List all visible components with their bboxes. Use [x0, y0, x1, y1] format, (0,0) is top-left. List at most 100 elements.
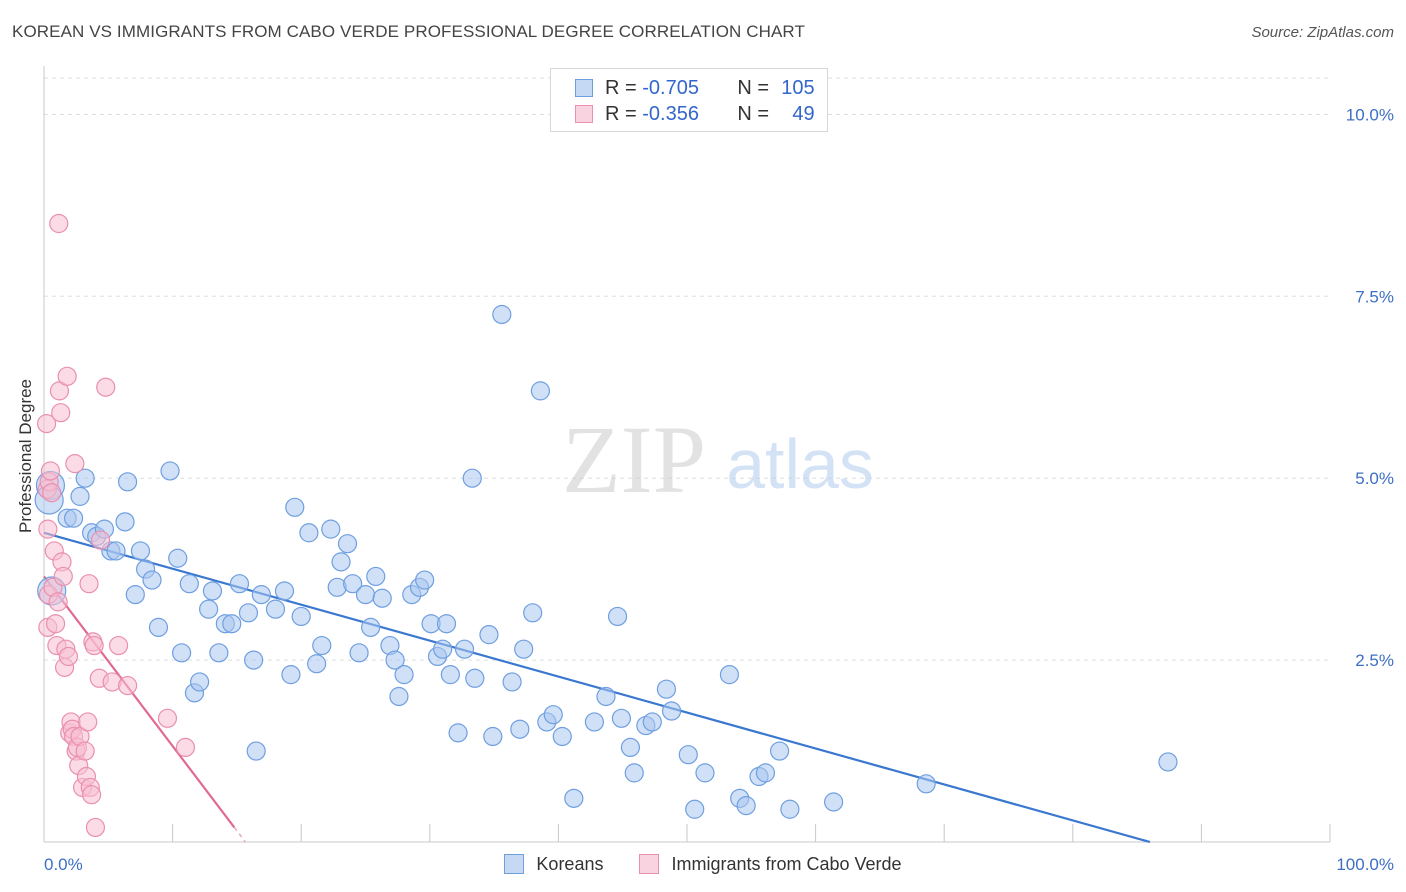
korean-point: [63, 508, 84, 528]
watermark-atlas: atlas: [726, 425, 874, 503]
r-label: R =: [605, 102, 637, 125]
legend-row-cabo-verde: R = -0.356 N = 49: [575, 102, 815, 126]
korean-point: [678, 745, 698, 765]
korean-point: [168, 548, 188, 568]
korean-point: [199, 599, 219, 619]
cabo-verde-point: [57, 366, 77, 386]
n-label: N =: [737, 76, 770, 99]
korean-point: [70, 486, 90, 506]
korean-point: [130, 541, 151, 561]
bottom-legend: Koreans Immigrants from Cabo Verde: [0, 852, 1406, 876]
korean-point: [415, 570, 435, 590]
korean-point: [514, 639, 534, 659]
korean-point: [394, 665, 414, 685]
cabo-verde-point: [36, 414, 57, 434]
korean-point: [1158, 752, 1178, 772]
korean-point: [246, 741, 266, 761]
korean-point: [222, 614, 242, 634]
korean-point: [321, 519, 341, 539]
cabo-verde-point: [79, 574, 99, 594]
n-label: N =: [737, 102, 770, 125]
y-tick-label: 2.5%: [1355, 651, 1394, 670]
korean-point: [337, 534, 358, 554]
korean-point: [462, 468, 482, 488]
korean-point: [244, 650, 264, 670]
legend-row-koreans: R = -0.705 N = 105: [575, 76, 815, 100]
korean-point: [780, 799, 800, 819]
korean-point: [656, 679, 677, 699]
korean-point: [685, 799, 705, 819]
cabo-verde-label: Immigrants from Cabo Verde: [671, 853, 902, 874]
korean-point: [307, 654, 327, 674]
cabo-verde-point: [53, 566, 73, 587]
korean-point: [454, 639, 475, 659]
korean-point: [436, 614, 457, 634]
cabo-verde-point: [65, 454, 85, 474]
korean-point: [642, 712, 662, 732]
korean-point: [331, 552, 351, 572]
korean-point: [209, 643, 229, 663]
cabo-verde-point: [45, 614, 66, 634]
x-tick-label-min: 0.0%: [44, 855, 83, 874]
korean-point: [596, 686, 616, 707]
cabo-verde-points: [36, 213, 196, 838]
korean-point: [719, 665, 740, 685]
korean-point: [502, 672, 522, 692]
cabo-verde-point: [40, 461, 61, 481]
korean-point: [229, 574, 250, 594]
korean-point: [465, 668, 485, 688]
korean-point: [281, 665, 301, 685]
korean-point: [349, 643, 369, 663]
cabo-verde-point: [49, 213, 69, 234]
n-value: 105: [781, 76, 815, 99]
cabo-verde-point: [157, 708, 178, 728]
korean-point: [695, 763, 715, 783]
cabo-verde-point: [78, 712, 98, 732]
korean-point: [584, 712, 605, 732]
koreans-points: [34, 304, 1178, 819]
korean-point: [440, 665, 460, 685]
watermark-zip: ZIP: [562, 406, 706, 513]
cabo-verde-swatch: [639, 854, 660, 874]
korean-point: [611, 708, 632, 728]
source-label: Source: ZipAtlas.com: [1251, 24, 1394, 41]
y-tick-label: 10.0%: [1346, 105, 1394, 124]
korean-point: [523, 603, 543, 623]
korean-point: [142, 570, 162, 590]
korean-point: [202, 581, 223, 601]
correlation-legend: R = -0.705 N = 105 R = -0.356 N = 49: [550, 68, 828, 132]
cabo-verde-swatch: [575, 105, 593, 123]
korean-point: [492, 304, 512, 325]
cabo-verde-point: [90, 530, 111, 550]
cabo-verde-point: [42, 483, 62, 503]
korean-point: [483, 726, 503, 747]
x-tick-label-max: 100.0%: [1336, 855, 1394, 874]
korean-point: [148, 617, 169, 637]
korean-point: [769, 741, 790, 761]
cabo-verde-point: [96, 377, 116, 397]
korean-point: [265, 599, 286, 619]
grid-lines: [44, 77, 1330, 661]
korean-point: [274, 581, 295, 601]
cabo-verde-trendline-extension: [233, 826, 246, 843]
r-value: -0.356: [642, 102, 699, 125]
korean-point: [620, 737, 641, 758]
korean-point: [238, 603, 259, 623]
korean-point: [251, 585, 271, 605]
korean-point: [355, 585, 376, 605]
y-axis-label: Professional Degree: [16, 378, 35, 534]
korean-point: [543, 705, 563, 725]
korean-point: [552, 726, 572, 747]
tick-labels: 2.5% 5.0% 7.5% 10.0% 0.0% 100.0%: [44, 105, 1394, 874]
korean-point: [106, 541, 126, 561]
korean-point: [448, 723, 468, 743]
cabo-verde-point: [108, 635, 129, 656]
korean-point: [361, 617, 381, 637]
cabo-verde-trendline: [43, 575, 236, 829]
korean-point: [160, 461, 180, 481]
axes: [43, 66, 1331, 843]
korean-point: [285, 497, 305, 517]
korean-point: [824, 792, 844, 812]
korean-point: [179, 574, 199, 594]
